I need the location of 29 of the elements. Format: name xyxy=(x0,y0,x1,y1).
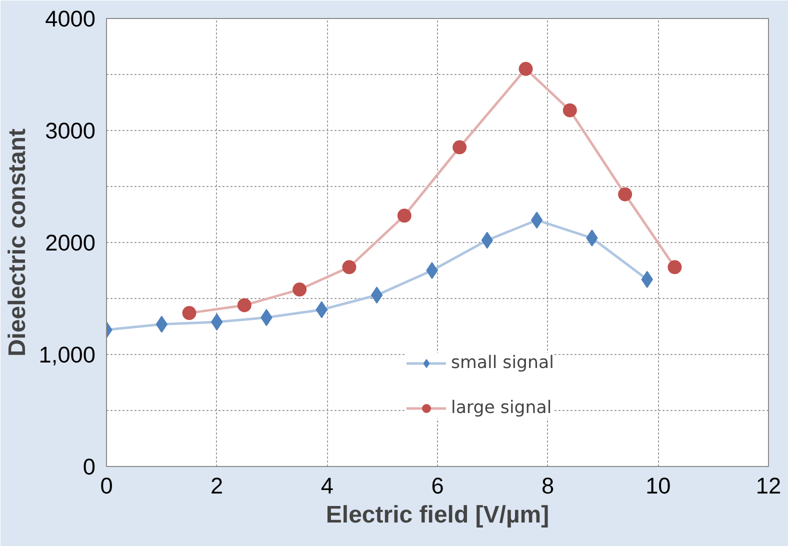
point xyxy=(237,298,252,312)
x-tick-label: 6 xyxy=(431,472,444,498)
point xyxy=(182,306,196,320)
point xyxy=(618,187,632,202)
legend-label: large signal xyxy=(451,398,552,418)
y-tick-label: 1,000 xyxy=(38,342,96,368)
x-axis-title: Electric field [V/µm] xyxy=(326,502,550,528)
y-tick-label: 0 xyxy=(82,454,96,480)
x-tick-label: 2 xyxy=(210,472,224,498)
point xyxy=(530,212,543,229)
point xyxy=(370,286,383,304)
point xyxy=(426,262,438,279)
point xyxy=(452,140,467,154)
point xyxy=(518,62,533,76)
point xyxy=(397,208,412,223)
x-tick-label: 10 xyxy=(646,472,671,498)
point xyxy=(292,282,307,297)
x-tick-label: 4 xyxy=(320,472,334,498)
point xyxy=(342,260,356,274)
y-axis-title: Dieelectric constant xyxy=(4,128,31,357)
y-tick-label: 4000 xyxy=(45,6,96,32)
point xyxy=(668,260,682,274)
y-tick-label: 2000 xyxy=(45,230,96,256)
y-tick-label: 3000 xyxy=(45,118,96,144)
point xyxy=(562,103,577,118)
legend-label: small signal xyxy=(451,353,554,373)
x-tick-label: 0 xyxy=(100,472,113,498)
x-tick-label: 8 xyxy=(542,472,554,498)
x-tick-label: 12 xyxy=(756,472,782,498)
